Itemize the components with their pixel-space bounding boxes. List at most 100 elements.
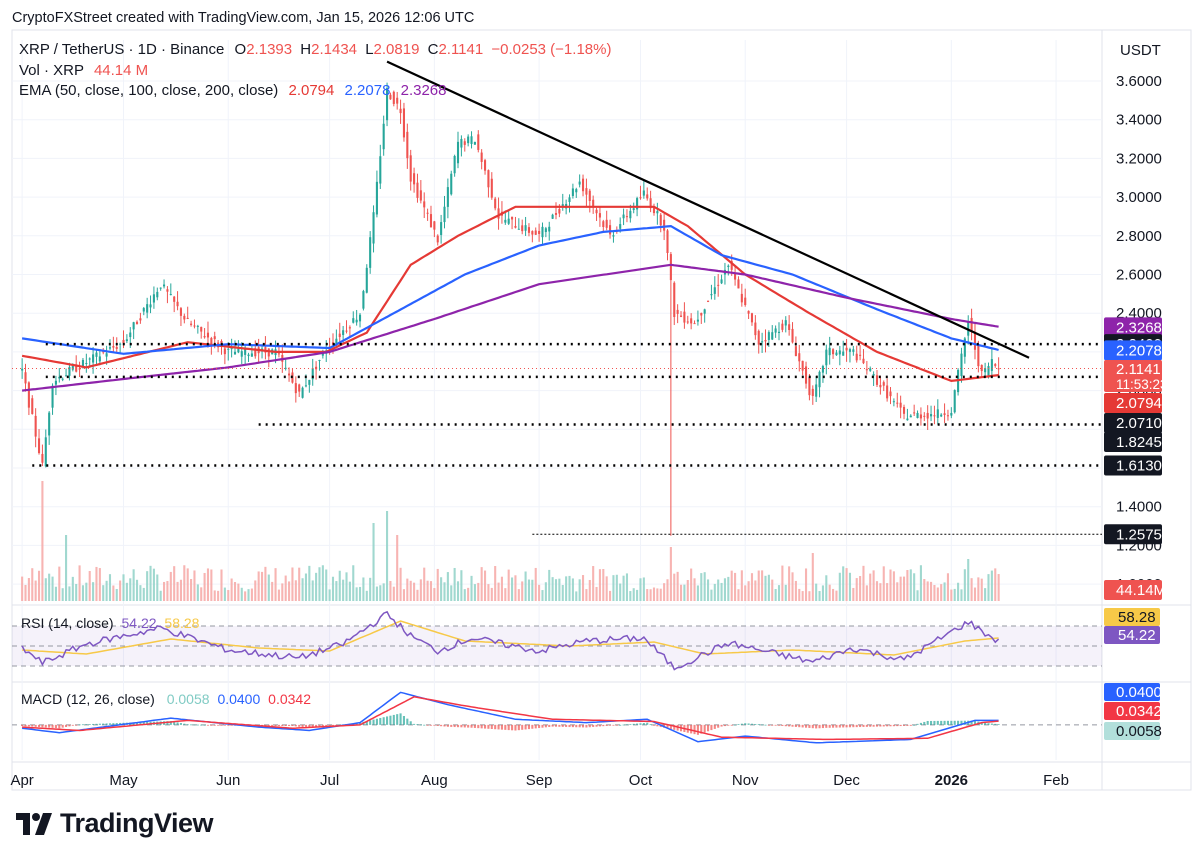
volume-bar bbox=[298, 567, 301, 601]
candle-body bbox=[169, 294, 172, 296]
candle-body bbox=[842, 351, 845, 356]
candle-body bbox=[342, 330, 345, 336]
volume-bar bbox=[284, 575, 287, 601]
ema200-axis-label-bg bbox=[1104, 317, 1162, 338]
macd-histogram-bar bbox=[875, 724, 879, 727]
high-value: 2.1434 bbox=[311, 41, 358, 58]
candle-body bbox=[166, 289, 169, 292]
macd-histogram-bar bbox=[835, 724, 838, 728]
macd-histogram-bar bbox=[825, 724, 828, 728]
candle-body bbox=[622, 214, 625, 219]
macd-histogram-bar bbox=[480, 724, 483, 729]
macd-histogram-bar bbox=[957, 720, 960, 725]
volume-bar bbox=[24, 584, 27, 601]
volume-bar bbox=[527, 579, 531, 601]
volume-bar bbox=[946, 573, 949, 601]
volume-bar bbox=[737, 589, 740, 601]
volume-bar bbox=[129, 578, 132, 601]
volume-bar bbox=[325, 569, 328, 601]
volume-bar bbox=[146, 571, 149, 601]
candle-body bbox=[429, 214, 433, 228]
macd-histogram-bar bbox=[460, 724, 463, 728]
candle-body bbox=[294, 383, 297, 394]
candle-body bbox=[642, 190, 645, 196]
volume-label[interactable]: Vol · XRP bbox=[19, 62, 84, 79]
macd-histogram-bar bbox=[909, 724, 912, 726]
macd-histogram-bar bbox=[521, 724, 524, 730]
candle-body bbox=[609, 225, 612, 235]
candle-body bbox=[61, 378, 64, 380]
macd-histogram-bar bbox=[872, 724, 875, 727]
volume-bar bbox=[686, 580, 689, 601]
volume-bar bbox=[105, 580, 108, 601]
candle-body bbox=[652, 207, 656, 214]
volume-bar bbox=[304, 573, 308, 601]
volume-axis-label-bg bbox=[1104, 580, 1162, 600]
macd-histogram-bar bbox=[321, 724, 324, 727]
volume-bar bbox=[568, 575, 571, 601]
currency-label[interactable]: USDT bbox=[1120, 42, 1161, 59]
candle-body bbox=[703, 309, 706, 314]
volume-bar bbox=[581, 575, 585, 601]
macd-histogram-bar bbox=[108, 723, 112, 725]
ema200-axis-label: 2.3268 bbox=[1116, 319, 1162, 336]
candle-body bbox=[277, 353, 280, 355]
candle-body bbox=[727, 265, 730, 268]
tradingview-logo[interactable]: TradingView bbox=[16, 808, 214, 839]
candle-body bbox=[835, 352, 838, 356]
candle-body bbox=[301, 387, 304, 398]
candle-body bbox=[730, 260, 733, 270]
candle-body bbox=[872, 374, 875, 376]
volume-bar bbox=[142, 587, 145, 601]
candle-body bbox=[37, 438, 41, 454]
volume-bar bbox=[652, 587, 656, 601]
volume-bar bbox=[426, 580, 429, 601]
macd-histogram-bar bbox=[598, 724, 601, 727]
candle-body bbox=[34, 415, 37, 437]
volume-bar bbox=[811, 553, 814, 601]
macd-histogram-bar bbox=[186, 724, 189, 726]
macd-histogram-bar bbox=[48, 724, 51, 728]
ema-legend: EMA (50, close, 100, close, 200, close) … bbox=[19, 82, 447, 99]
macd-histogram-bar bbox=[815, 724, 818, 729]
candle-body bbox=[808, 377, 811, 396]
symbol-name[interactable]: XRP / TetherUS · 1D · Binance bbox=[19, 41, 225, 58]
volume-bar bbox=[477, 582, 480, 601]
ema-label[interactable]: EMA (50, close, 100, close, 200, close) bbox=[19, 82, 279, 99]
macd-histogram-bar bbox=[95, 723, 98, 725]
candle-body bbox=[879, 384, 882, 388]
macd-histogram-bar bbox=[707, 724, 710, 732]
volume-bar bbox=[679, 584, 683, 601]
macd-histogram-bar bbox=[413, 723, 416, 725]
volume-bar bbox=[656, 588, 659, 601]
y-tick-label: 3.0000 bbox=[1116, 189, 1162, 206]
volume-bar bbox=[940, 584, 943, 601]
volume-bar bbox=[690, 568, 693, 601]
volume-bar bbox=[311, 580, 314, 601]
volume-bar bbox=[957, 582, 960, 601]
candle-body bbox=[250, 353, 253, 357]
macd-histogram-bar bbox=[554, 724, 558, 727]
candle-body bbox=[561, 204, 564, 208]
volume-legend: Vol · XRP 44.14 M bbox=[19, 62, 148, 79]
volume-bar bbox=[335, 581, 338, 601]
candle-body bbox=[389, 94, 392, 100]
volume-bar bbox=[761, 570, 764, 601]
macd-histogram-bar bbox=[558, 724, 561, 727]
macd-label[interactable]: MACD (12, 26, close) bbox=[21, 691, 155, 707]
volume-bar bbox=[308, 565, 311, 601]
candle-body bbox=[997, 368, 1000, 370]
macd-histogram-bar bbox=[37, 724, 41, 728]
volume-bar bbox=[565, 576, 568, 601]
volume-bar bbox=[987, 574, 990, 601]
volume-bar bbox=[223, 587, 226, 601]
rsi-label[interactable]: RSI (14, close) bbox=[21, 615, 114, 631]
macd-histogram-bar bbox=[456, 724, 460, 728]
volume-bar bbox=[467, 587, 470, 601]
volume-bar bbox=[156, 574, 159, 601]
volume-bar bbox=[122, 574, 125, 601]
volume-bar bbox=[456, 581, 460, 601]
candle-body bbox=[747, 310, 750, 314]
macd-histogram-bar bbox=[950, 720, 953, 725]
macd-histogram-bar bbox=[723, 724, 726, 727]
